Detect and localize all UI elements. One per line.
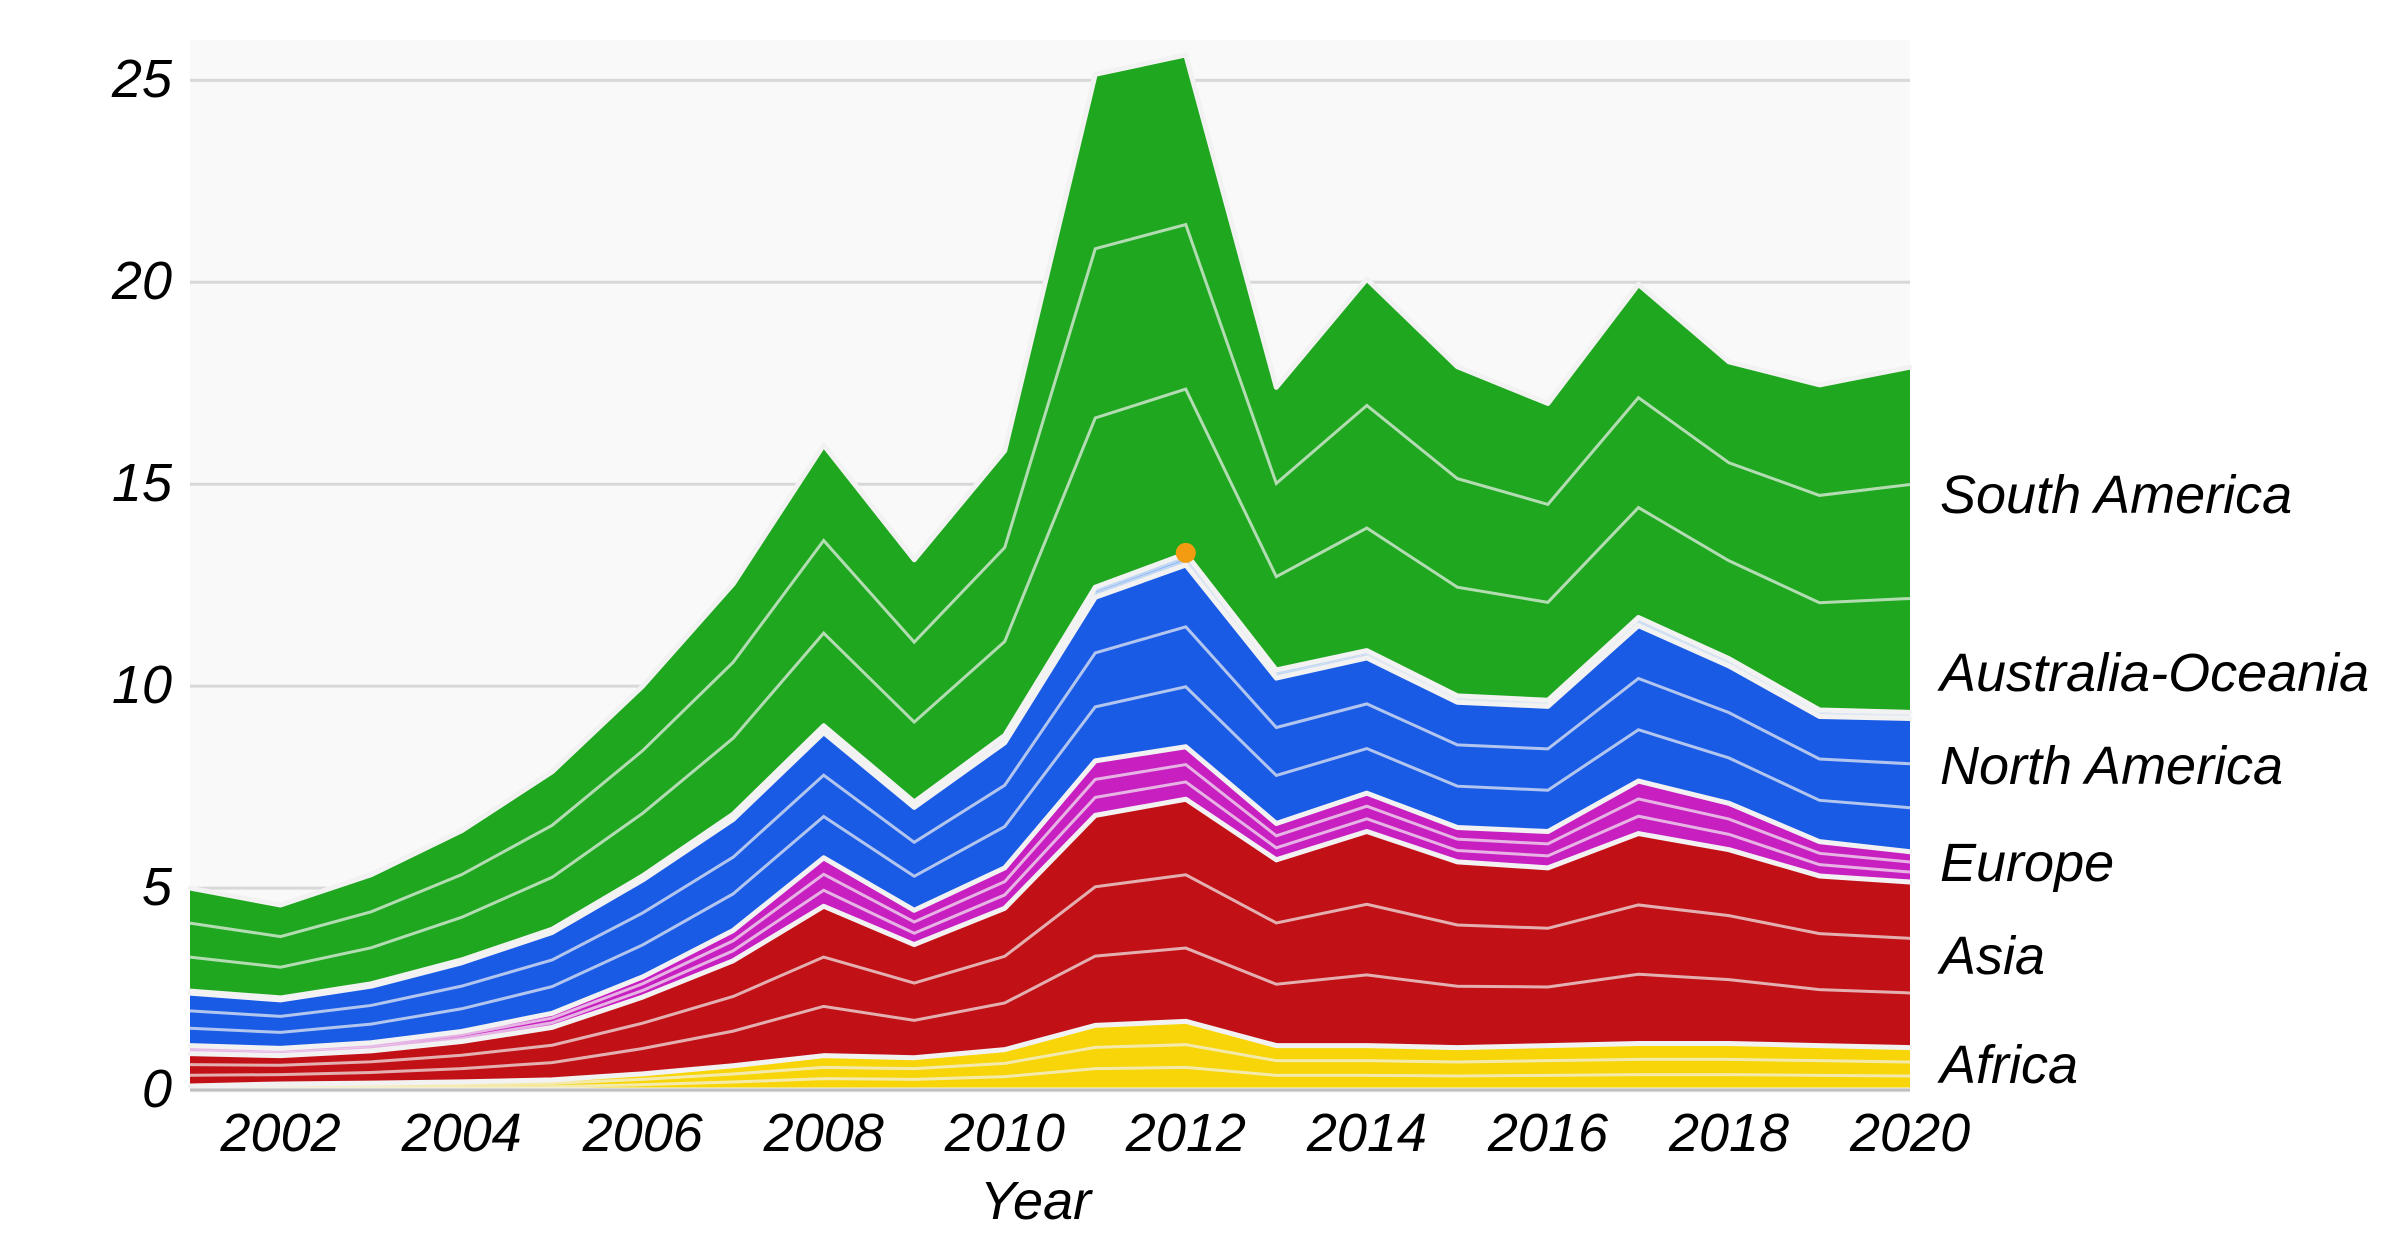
region-label: Asia [1940,925,2045,987]
y-tick: 10 [112,654,172,716]
y-tick: 20 [112,250,172,312]
x-tick: 2002 [221,1102,341,1164]
chart-container: Trade value (billion USD) 05101520252002… [0,0,2394,1234]
y-tick: 25 [112,48,172,110]
x-tick: 2004 [402,1102,522,1164]
x-tick: 2006 [583,1102,703,1164]
x-tick: 2010 [945,1102,1065,1164]
x-tick: 2012 [1126,1102,1246,1164]
region-label: Africa [1940,1034,2078,1096]
y-tick: 5 [142,856,172,918]
x-tick: 2018 [1669,1102,1789,1164]
x-axis-label: Year [980,1170,1091,1232]
x-tick: 2016 [1488,1102,1608,1164]
x-tick: 2014 [1307,1102,1427,1164]
x-tick: 2008 [764,1102,884,1164]
y-tick: 15 [112,452,172,514]
y-tick: 0 [142,1058,172,1120]
region-label: North America [1940,735,2283,797]
x-tick: 2020 [1850,1102,1970,1164]
region-label: South America [1940,464,2292,526]
region-label: Europe [1940,832,2114,894]
region-label: Australia-Oceania [1940,642,2369,704]
